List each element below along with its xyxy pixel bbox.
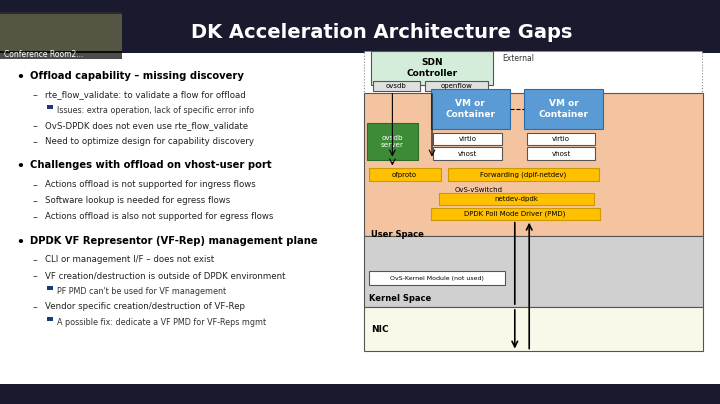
Text: Vendor specific creation/destruction of VF-Rep: Vendor specific creation/destruction of … bbox=[45, 302, 246, 311]
Text: Software lookup is needed for egress flows: Software lookup is needed for egress flo… bbox=[45, 196, 230, 205]
FancyBboxPatch shape bbox=[371, 50, 493, 85]
Text: –: – bbox=[32, 196, 37, 206]
Text: rte_flow_validate: to validate a flow for offload: rte_flow_validate: to validate a flow fo… bbox=[45, 90, 246, 99]
Text: A possible fix: dedicate a VF PMD for VF-Reps mgmt: A possible fix: dedicate a VF PMD for VF… bbox=[57, 318, 266, 327]
FancyBboxPatch shape bbox=[448, 168, 599, 181]
Text: DPDK Poll Mode Driver (PMD): DPDK Poll Mode Driver (PMD) bbox=[464, 210, 566, 217]
Bar bbox=[47, 105, 53, 109]
Text: VM or
Container: VM or Container bbox=[539, 99, 589, 119]
FancyBboxPatch shape bbox=[425, 81, 488, 91]
FancyBboxPatch shape bbox=[527, 133, 595, 145]
FancyBboxPatch shape bbox=[0, 12, 720, 384]
Text: Conference Room2...: Conference Room2... bbox=[4, 50, 83, 59]
Text: •: • bbox=[16, 160, 24, 173]
FancyBboxPatch shape bbox=[0, 12, 122, 53]
FancyBboxPatch shape bbox=[364, 236, 703, 307]
FancyBboxPatch shape bbox=[527, 147, 595, 160]
Text: –: – bbox=[32, 302, 37, 312]
Text: vhost: vhost bbox=[458, 151, 477, 156]
Text: –: – bbox=[32, 137, 37, 147]
Text: ofproto: ofproto bbox=[392, 172, 417, 177]
Text: PF PMD can't be used for VF management: PF PMD can't be used for VF management bbox=[57, 287, 226, 296]
FancyBboxPatch shape bbox=[0, 12, 720, 53]
Text: OvS-vSwitchd: OvS-vSwitchd bbox=[455, 187, 503, 193]
Text: –: – bbox=[32, 90, 37, 100]
Text: •: • bbox=[16, 71, 24, 84]
Bar bbox=[47, 286, 53, 290]
Text: Challenges with offload on vhost-user port: Challenges with offload on vhost-user po… bbox=[30, 160, 272, 170]
FancyBboxPatch shape bbox=[433, 147, 502, 160]
Text: virtio: virtio bbox=[552, 136, 570, 141]
FancyBboxPatch shape bbox=[373, 81, 420, 91]
Text: Kernel Space: Kernel Space bbox=[369, 294, 431, 303]
Text: –: – bbox=[32, 255, 37, 265]
FancyBboxPatch shape bbox=[364, 93, 703, 236]
Text: virtio: virtio bbox=[459, 136, 477, 141]
Text: netdev-dpdk: netdev-dpdk bbox=[495, 196, 539, 202]
FancyBboxPatch shape bbox=[431, 89, 510, 129]
Text: Actions offload is not supported for ingress flows: Actions offload is not supported for ing… bbox=[45, 180, 256, 189]
Text: User Space: User Space bbox=[371, 230, 423, 239]
Text: Offload capability – missing discovery: Offload capability – missing discovery bbox=[30, 71, 244, 81]
Text: NIC: NIC bbox=[371, 325, 388, 334]
Text: ovsdb: ovsdb bbox=[386, 83, 407, 89]
Text: openflow: openflow bbox=[441, 83, 472, 89]
FancyBboxPatch shape bbox=[431, 208, 600, 220]
Text: DPDK VF Representor (VF-Rep) management plane: DPDK VF Representor (VF-Rep) management … bbox=[30, 236, 318, 246]
FancyBboxPatch shape bbox=[439, 193, 594, 205]
Text: –: – bbox=[32, 271, 37, 281]
Text: –: – bbox=[32, 212, 37, 222]
Text: CLI or management I/F – does not exist: CLI or management I/F – does not exist bbox=[45, 255, 215, 264]
Text: OvS-DPDK does not even use rte_flow_validate: OvS-DPDK does not even use rte_flow_vali… bbox=[45, 121, 248, 130]
Text: External: External bbox=[503, 54, 534, 63]
FancyBboxPatch shape bbox=[433, 133, 502, 145]
Text: ovsdb
server: ovsdb server bbox=[381, 135, 404, 148]
Text: DK Acceleration Architecture Gaps: DK Acceleration Architecture Gaps bbox=[191, 23, 572, 42]
Text: VM or
Container: VM or Container bbox=[445, 99, 495, 119]
Text: Actions offload is also not supported for egress flows: Actions offload is also not supported fo… bbox=[45, 212, 274, 221]
Text: Need to optimize design for capability discovery: Need to optimize design for capability d… bbox=[45, 137, 254, 146]
FancyBboxPatch shape bbox=[364, 307, 703, 351]
Text: Forwarding (dpif-netdev): Forwarding (dpif-netdev) bbox=[480, 171, 567, 178]
Text: Issues: extra operation, lack of specific error info: Issues: extra operation, lack of specifi… bbox=[57, 106, 254, 115]
FancyBboxPatch shape bbox=[0, 51, 122, 59]
Text: VF creation/destruction is outside of DPDK environment: VF creation/destruction is outside of DP… bbox=[45, 271, 286, 280]
FancyBboxPatch shape bbox=[524, 89, 603, 129]
Text: OvS-Kernel Module (not used): OvS-Kernel Module (not used) bbox=[390, 276, 484, 281]
FancyBboxPatch shape bbox=[367, 123, 418, 160]
FancyBboxPatch shape bbox=[369, 168, 441, 181]
Text: –: – bbox=[32, 180, 37, 190]
FancyBboxPatch shape bbox=[369, 271, 505, 285]
Text: –: – bbox=[32, 121, 37, 131]
Text: •: • bbox=[16, 236, 24, 248]
FancyBboxPatch shape bbox=[364, 50, 702, 154]
FancyBboxPatch shape bbox=[0, 14, 122, 50]
Bar bbox=[47, 317, 53, 321]
Text: SDN
Controller: SDN Controller bbox=[406, 58, 458, 78]
Text: vhost: vhost bbox=[552, 151, 571, 156]
